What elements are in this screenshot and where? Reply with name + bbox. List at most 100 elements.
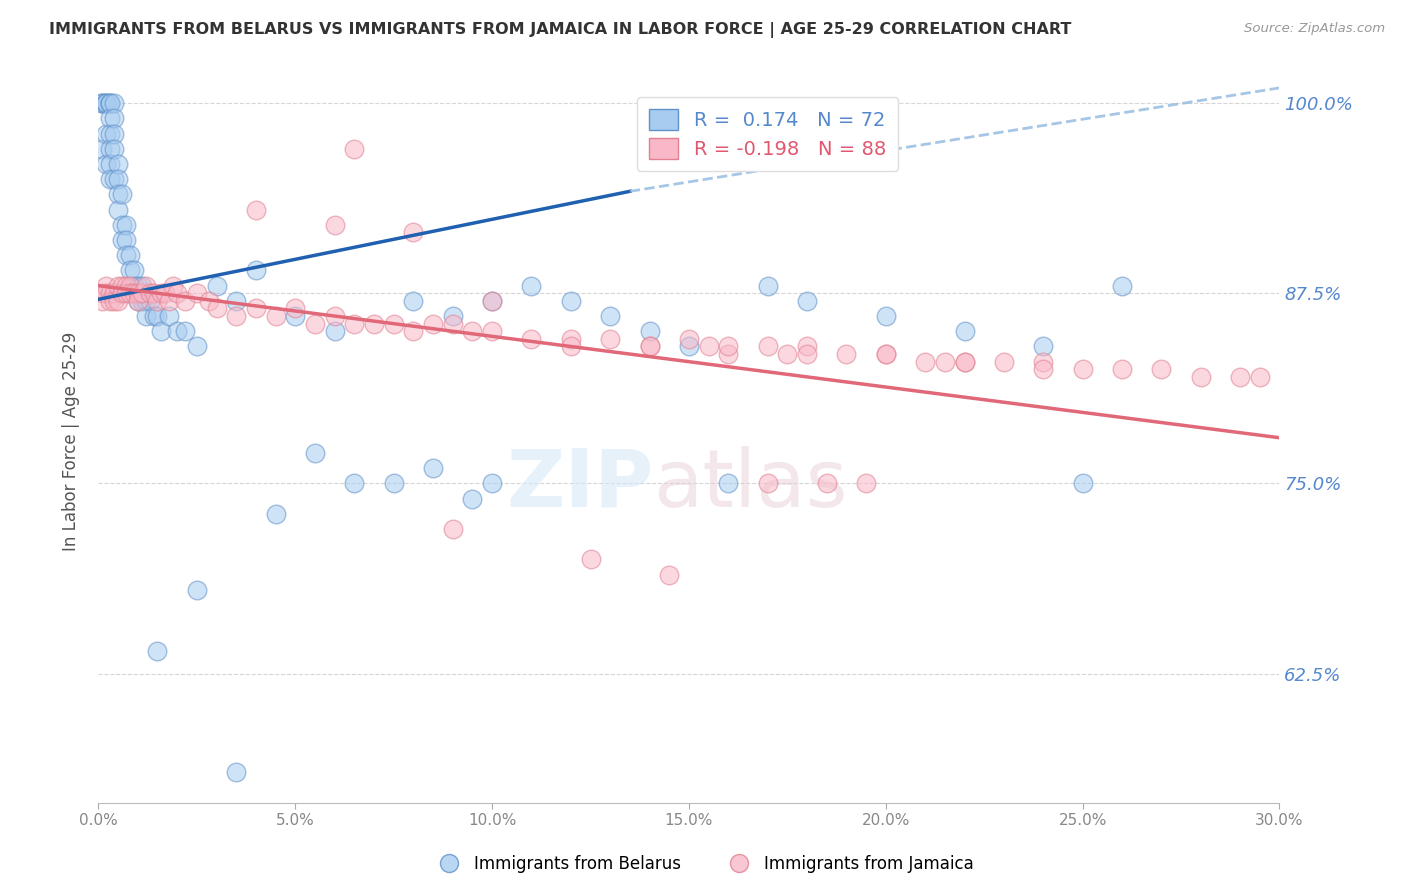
Point <box>205 301 228 316</box>
Point <box>127 293 149 308</box>
Point <box>875 347 897 361</box>
Point <box>481 293 503 308</box>
Point <box>166 286 188 301</box>
Point <box>402 293 425 308</box>
Point <box>658 567 681 582</box>
Point <box>1071 362 1094 376</box>
Point <box>103 142 125 156</box>
Point <box>98 127 121 141</box>
Point <box>115 286 138 301</box>
Point <box>343 142 366 156</box>
Point <box>107 293 129 308</box>
Point <box>107 187 129 202</box>
Point <box>304 446 326 460</box>
Point <box>135 309 157 323</box>
Text: Source: ZipAtlas.com: Source: ZipAtlas.com <box>1244 22 1385 36</box>
Point <box>96 96 118 111</box>
Point <box>111 278 134 293</box>
Point <box>560 339 582 353</box>
Point <box>441 309 464 323</box>
Point <box>1150 362 1173 376</box>
Point <box>98 172 121 186</box>
Point <box>103 127 125 141</box>
Point <box>461 491 484 506</box>
Point <box>150 286 173 301</box>
Point <box>91 96 114 111</box>
Point <box>1111 278 1133 293</box>
Point <box>776 347 799 361</box>
Point <box>264 309 287 323</box>
Point <box>638 339 661 353</box>
Point <box>174 324 197 338</box>
Point <box>815 476 838 491</box>
Point <box>157 309 180 323</box>
Point <box>441 317 464 331</box>
Point <box>796 339 818 353</box>
Point <box>284 301 307 316</box>
Point <box>1032 362 1054 376</box>
Point <box>115 278 138 293</box>
Point <box>953 354 976 368</box>
Point <box>579 552 602 566</box>
Point <box>127 293 149 308</box>
Point <box>481 324 503 338</box>
Point <box>855 476 877 491</box>
Point <box>520 278 543 293</box>
Point <box>343 476 366 491</box>
Point <box>402 226 425 240</box>
Point <box>107 202 129 217</box>
Point <box>118 286 141 301</box>
Text: atlas: atlas <box>654 446 848 524</box>
Point <box>560 332 582 346</box>
Point <box>186 582 208 597</box>
Point <box>103 286 125 301</box>
Point <box>111 218 134 232</box>
Point <box>138 293 160 308</box>
Point <box>111 233 134 247</box>
Point <box>304 317 326 331</box>
Point <box>122 286 145 301</box>
Point <box>127 286 149 301</box>
Point <box>98 142 121 156</box>
Point <box>98 96 121 111</box>
Point <box>205 278 228 293</box>
Point <box>875 347 897 361</box>
Point <box>1229 370 1251 384</box>
Point <box>103 112 125 126</box>
Point <box>96 157 118 171</box>
Point <box>638 324 661 338</box>
Point <box>142 309 165 323</box>
Point <box>135 278 157 293</box>
Point <box>245 202 267 217</box>
Point <box>678 332 700 346</box>
Point <box>98 293 121 308</box>
Point <box>98 286 121 301</box>
Point <box>166 324 188 338</box>
Text: IMMIGRANTS FROM BELARUS VS IMMIGRANTS FROM JAMAICA IN LABOR FORCE | AGE 25-29 CO: IMMIGRANTS FROM BELARUS VS IMMIGRANTS FR… <box>49 22 1071 38</box>
Point <box>422 461 444 475</box>
Point <box>115 248 138 262</box>
Point <box>756 339 779 353</box>
Point <box>118 248 141 262</box>
Point <box>91 293 114 308</box>
Point <box>1032 354 1054 368</box>
Point <box>115 233 138 247</box>
Point <box>756 278 779 293</box>
Point <box>382 476 405 491</box>
Point <box>245 301 267 316</box>
Point <box>186 339 208 353</box>
Point <box>756 476 779 491</box>
Point <box>1071 476 1094 491</box>
Point <box>481 476 503 491</box>
Point <box>157 293 180 308</box>
Point <box>717 476 740 491</box>
Point <box>96 127 118 141</box>
Y-axis label: In Labor Force | Age 25-29: In Labor Force | Age 25-29 <box>62 332 80 551</box>
Point <box>717 339 740 353</box>
Point <box>197 293 219 308</box>
Point <box>835 347 858 361</box>
Point <box>520 332 543 346</box>
Point <box>599 332 621 346</box>
Point <box>323 218 346 232</box>
Point <box>98 157 121 171</box>
